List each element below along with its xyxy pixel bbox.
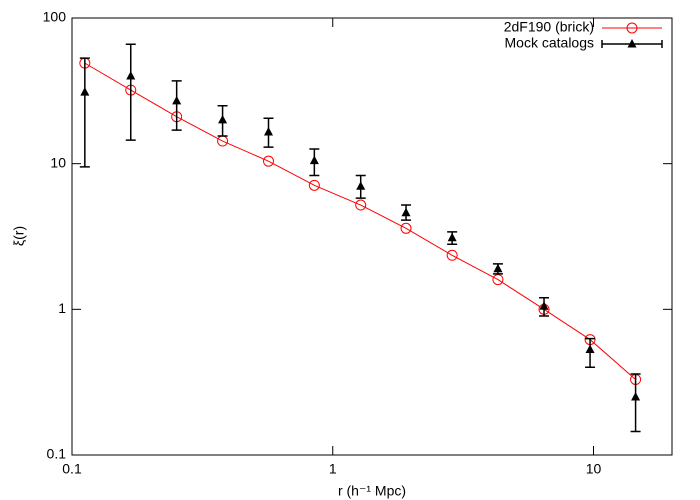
error-bar: [630, 373, 641, 433]
data-point: [126, 70, 136, 80]
data-point: [308, 179, 320, 191]
x-tick-label: 0.1: [62, 461, 82, 477]
data-point: [585, 344, 595, 353]
y-tick-label: 1: [58, 300, 66, 316]
series-line: [84, 62, 636, 380]
data-point: [80, 87, 90, 96]
data-point: [218, 114, 228, 124]
legend-marker: [626, 22, 638, 34]
legend-label: 2dF190 (brick): [504, 19, 594, 35]
data-point: [172, 95, 182, 105]
error-bar: [171, 80, 182, 131]
data-point: [355, 199, 367, 211]
data-point: [356, 181, 366, 190]
data-point: [263, 126, 273, 136]
data-point: [447, 232, 457, 242]
data-point: [493, 263, 503, 273]
x-axis-label: r (h⁻¹ Mpc): [338, 483, 406, 499]
y-axis-label: ξ(r): [11, 226, 27, 246]
y-tick-label: 0.1: [47, 446, 67, 462]
data-point: [400, 222, 412, 234]
data-point: [631, 392, 641, 401]
x-tick-label: 1: [329, 461, 337, 477]
y-tick-label: 10: [50, 154, 66, 170]
legend-marker: [627, 39, 637, 48]
x-tick-label: 10: [586, 461, 602, 477]
data-point: [446, 249, 458, 261]
legend-label: Mock catalogs: [505, 35, 594, 51]
data-point: [309, 155, 319, 165]
data-point: [262, 155, 274, 167]
y-tick-label: 100: [43, 9, 67, 25]
data-point: [539, 301, 549, 310]
data-point: [401, 207, 411, 217]
error-bar: [79, 57, 90, 168]
plot-frame: [71, 17, 673, 456]
error-bar: [125, 43, 136, 141]
